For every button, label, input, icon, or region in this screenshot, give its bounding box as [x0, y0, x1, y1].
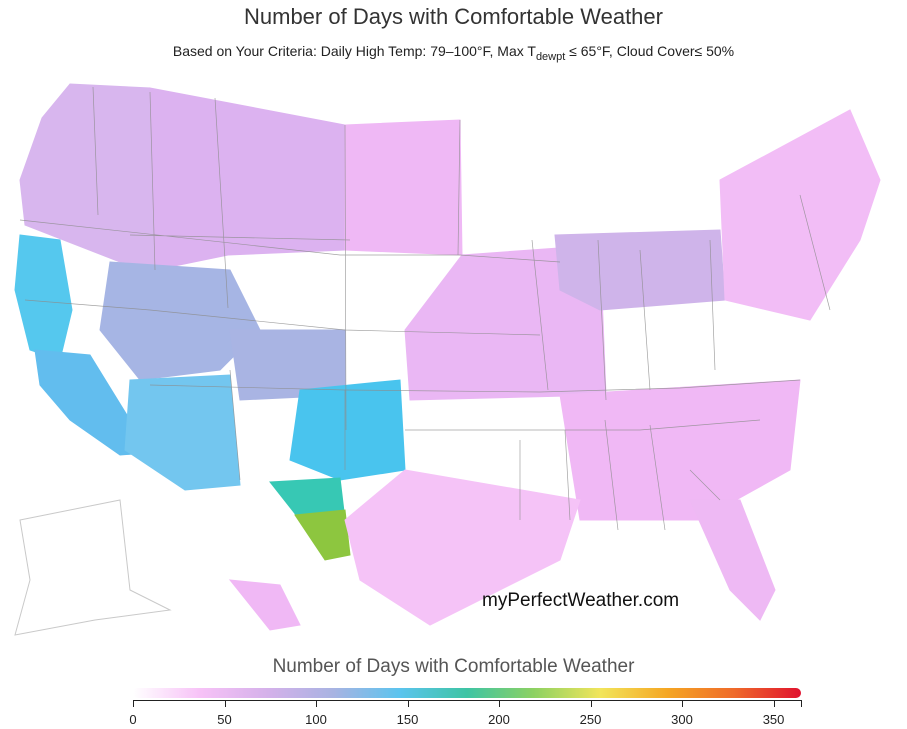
subtitle-main: Based on Your Criteria: Daily High Temp:…: [172, 43, 536, 59]
region-southern-plains: [289, 379, 406, 481]
legend-axis: 0 50 100 150 200 250 300 350: [0, 700, 907, 729]
us-county-map: [14, 83, 881, 636]
legend-tick-label: 350: [762, 712, 785, 727]
region-great-lakes: [554, 229, 726, 311]
region-southeast: [559, 379, 801, 521]
legend-tick-label: 300: [671, 712, 693, 727]
region-hawaii: [228, 579, 301, 631]
legend-tick: [499, 700, 501, 707]
region-northeast: [719, 109, 881, 321]
region-alaska: [14, 499, 172, 636]
region-southwest-desert: [124, 374, 241, 491]
region-gulf-coast: [344, 469, 581, 626]
region-great-basin: [99, 261, 261, 381]
legend-tick: [773, 700, 775, 707]
page-subtitle: Based on Your Criteria: Daily High Temp:…: [0, 43, 907, 63]
subtitle-rest: ≤ 65°F, Cloud Cover≤ 50%: [565, 43, 735, 59]
legend-tick-label: 100: [305, 712, 327, 727]
legend-color-bar: [133, 688, 801, 698]
legend-tick-label: 250: [579, 712, 602, 727]
subtitle-subscript: dewpt: [535, 50, 566, 63]
legend-title: Number of Days with Comfortable Weather: [272, 656, 635, 677]
legend-tick: [316, 700, 317, 707]
state-borders: [19, 86, 831, 531]
legend-tick-label: 200: [488, 712, 510, 727]
legend-end-tick: [801, 700, 802, 707]
legend-tick-label: 150: [396, 712, 419, 727]
legend-tick-label: 50: [217, 712, 232, 727]
legend-axis-line: [133, 700, 801, 701]
legend-tick: [407, 700, 409, 707]
map-regions: [14, 83, 881, 636]
region-northern-rockies: [149, 87, 346, 271]
region-california-coast: [14, 234, 73, 361]
legend-tick: [682, 700, 684, 707]
watermark-text: myPerfectWeather.com: [482, 590, 680, 611]
legend-tick-label: 0: [129, 712, 137, 727]
page-title: Number of Days with Comfortable Weather: [244, 4, 663, 29]
legend-tick: [590, 700, 592, 707]
legend-tick: [133, 700, 134, 707]
region-florida: [689, 499, 776, 621]
region-northern-plains: [344, 119, 463, 256]
region-big-bend: [294, 509, 351, 561]
legend-tick: [224, 700, 226, 707]
